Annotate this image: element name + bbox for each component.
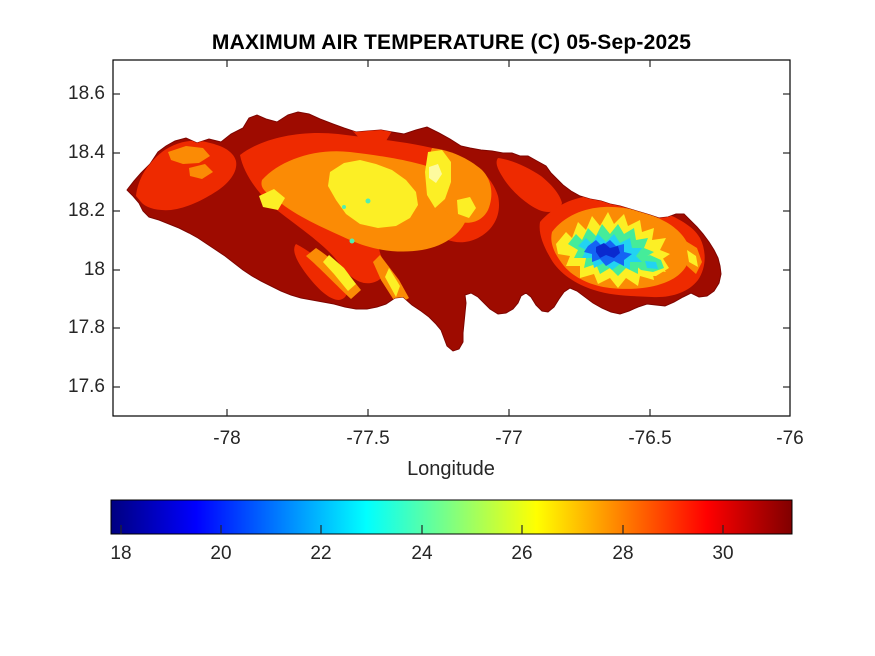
y-tick-label-18: 18 xyxy=(83,259,105,280)
colorbar-label-26: 26 xyxy=(511,543,533,564)
region-red-northeast xyxy=(496,158,562,212)
y-tick-label-18.4: 18.4 xyxy=(68,142,105,163)
regions-green-specks xyxy=(342,198,371,244)
colorbar-label-22: 22 xyxy=(310,543,332,564)
axes-box xyxy=(112,59,791,417)
jamaica-temperature-map xyxy=(126,111,722,352)
colorbar-label-28: 28 xyxy=(612,543,634,564)
plot-title: MAXIMUM AIR TEMPERATURE (C) 05-Sep-2025 xyxy=(211,31,692,54)
y-tick-label-17.8: 17.8 xyxy=(68,317,105,338)
colorbar-label-30: 30 xyxy=(712,543,734,564)
region-yellow-east-tip xyxy=(687,250,698,267)
x-ticks xyxy=(226,60,791,416)
region-red-west xyxy=(136,140,237,211)
region-pale-yellow-spot xyxy=(429,164,442,183)
x-tick-label--78: -78 xyxy=(213,428,241,449)
region-red-south-streak xyxy=(294,244,347,300)
x-tick-label--77.5: -77.5 xyxy=(346,428,390,449)
region-orange-west-2 xyxy=(189,164,213,179)
region-yellow-ne-spot xyxy=(457,197,476,218)
colorbar-label-24: 24 xyxy=(411,543,433,564)
x-axis-label: Longitude xyxy=(407,458,495,480)
colorbar-label-20: 20 xyxy=(210,543,232,564)
bluemtn-cold-core xyxy=(596,243,620,258)
y-tick-label-18.6: 18.6 xyxy=(68,83,105,104)
x-tick-label--76.5: -76.5 xyxy=(628,428,672,449)
region-yellow-diag-1 xyxy=(323,255,356,291)
y-tick-label-17.6: 17.6 xyxy=(68,376,105,397)
colorbar xyxy=(110,499,793,535)
colorbar-label-18: 18 xyxy=(110,543,132,564)
region-yellow-diag-2 xyxy=(385,268,400,297)
x-tick-label--77: -77 xyxy=(495,428,523,449)
region-orange-west-1 xyxy=(168,146,210,164)
y-ticks xyxy=(113,93,790,388)
region-yellow-central xyxy=(328,160,418,228)
colorbar-gradient xyxy=(110,499,793,535)
se-cyan-spot xyxy=(645,261,658,269)
x-tick-label--76: -76 xyxy=(776,428,804,449)
y-tick-label-18.2: 18.2 xyxy=(68,200,105,221)
colorbar-ticks xyxy=(120,525,724,534)
region-yellow-west-spot xyxy=(259,189,285,210)
